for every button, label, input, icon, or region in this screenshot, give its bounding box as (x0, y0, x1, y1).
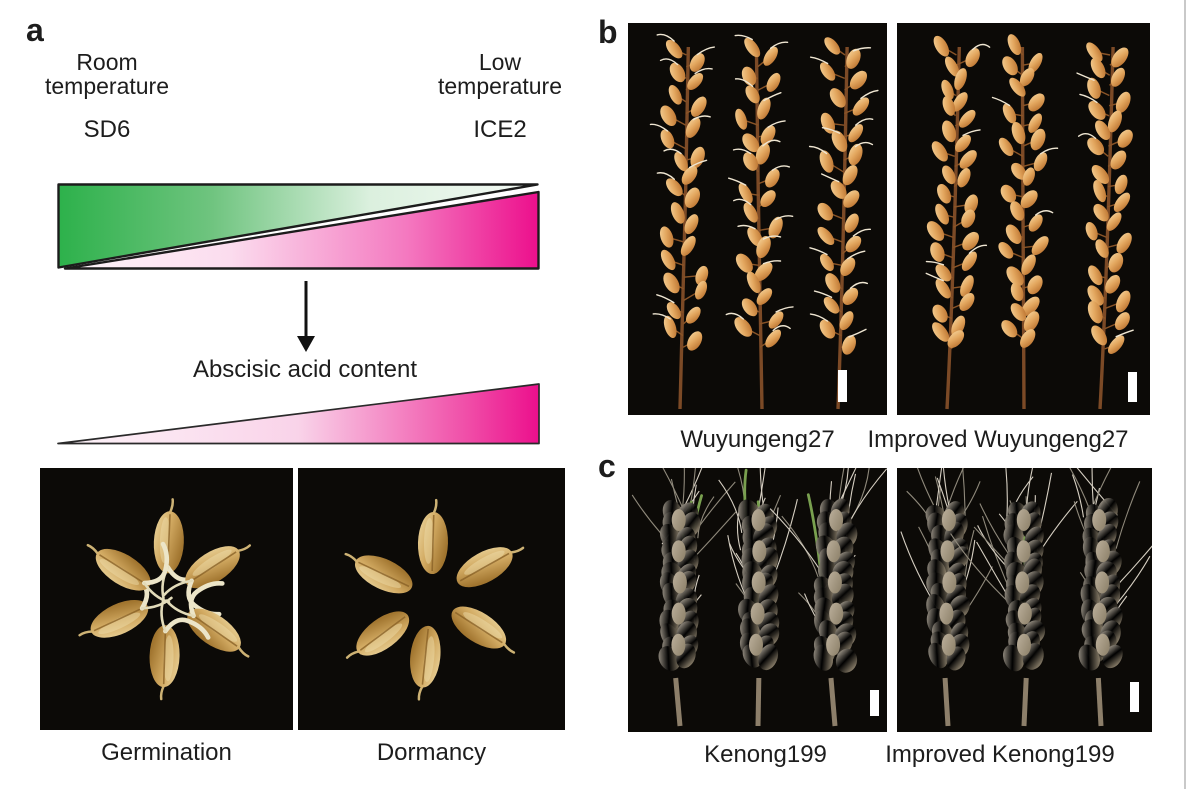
low-temperature-line2: temperature (437, 73, 562, 99)
improved-kenong199-caption: Improved Kenong199 (885, 741, 1115, 768)
panel-c-letter: c (598, 448, 616, 484)
ice2-gene-label: ICE2 (473, 116, 527, 143)
improved-wuyungeng27-photo (897, 23, 1150, 415)
improved-wuyungeng27-caption: Improved Wuyungeng27 (867, 426, 1129, 453)
room-temperature-line2: temperature (44, 73, 169, 99)
panel-b-letter: b (598, 14, 618, 50)
room-temperature-line1: Room (76, 49, 138, 75)
wuyungeng27-caption: Wuyungeng27 (680, 426, 835, 453)
scale-bar (870, 690, 879, 716)
panel-a-letter: a (26, 12, 44, 48)
sd6-gene-label: SD6 (83, 116, 131, 143)
scale-bar (1128, 372, 1137, 402)
dormancy-photo (298, 468, 565, 730)
low-temperature-label: Low temperature (417, 50, 583, 98)
kenong199-photo (628, 468, 887, 732)
down-arrow-icon (297, 281, 315, 352)
scale-bar (1130, 682, 1139, 712)
page-edge-line (1184, 0, 1186, 789)
room-temperature-label: Room temperature (24, 50, 190, 98)
ice2-gradient-triangle (63, 190, 540, 270)
germination-photo (40, 468, 293, 730)
low-temperature-line1: Low (478, 49, 522, 75)
improved-kenong199-photo (897, 468, 1152, 732)
abscisic-gradient-triangle (57, 383, 540, 445)
sd6-gradient-triangle (57, 183, 539, 269)
dormancy-caption: Dormancy (376, 739, 487, 766)
scale-bar (838, 370, 847, 402)
abscisic-acid-label: Abscisic acid content (192, 356, 418, 383)
kenong199-caption: Kenong199 (704, 741, 827, 768)
wuyungeng27-photo (628, 23, 887, 415)
temperature-gradient-bar (57, 183, 540, 270)
germination-caption: Germination (101, 739, 232, 766)
